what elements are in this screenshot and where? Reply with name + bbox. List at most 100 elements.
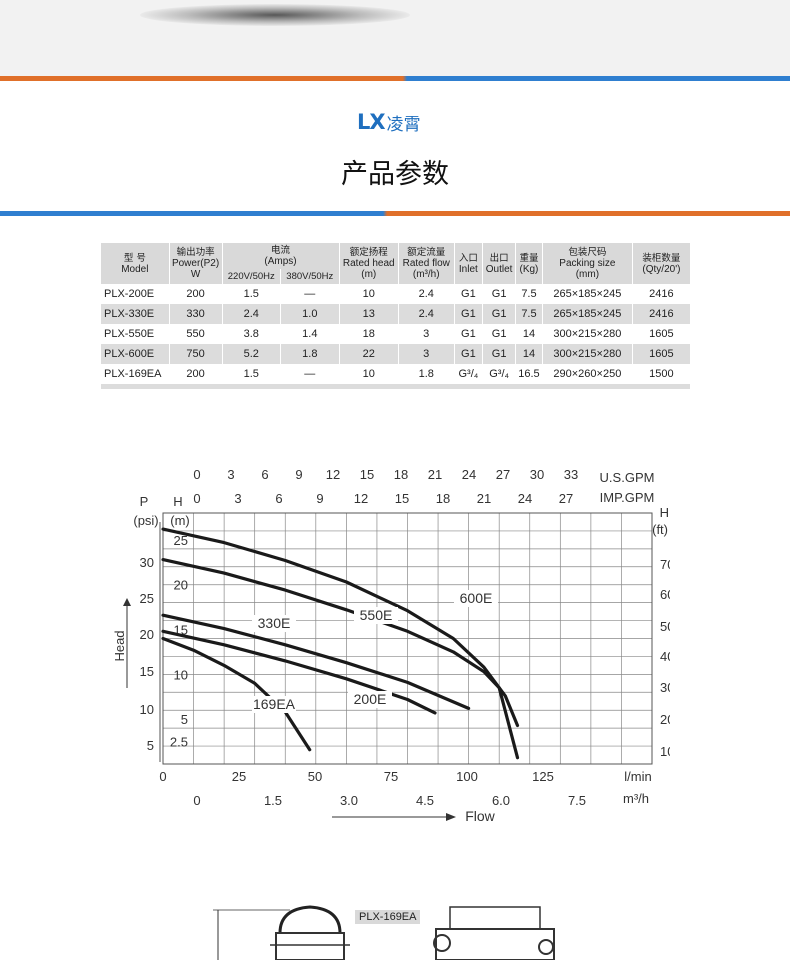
x-tick-impgpm: 12: [354, 491, 368, 506]
cell-weight: 14: [516, 344, 543, 364]
header-outlet: 出口 Outlet: [483, 243, 517, 284]
cell-head: 10: [340, 284, 399, 304]
cell-head: 10: [340, 364, 399, 384]
spec-table: 型 号 Model 输出功率 Power(P2) W 电流 (Amps) 额定扬程 Rat…: [101, 243, 691, 389]
cell-amp220: 1.5: [223, 284, 282, 304]
x-tick-usgpm: 33: [564, 467, 578, 482]
brand-name: 凌霄: [386, 114, 421, 135]
cell-model: PLX-330E: [101, 304, 170, 324]
cell-weight: 7.5: [516, 284, 543, 304]
header-weight: 重量 (Kg): [516, 243, 543, 284]
curve-label-200E: 200E: [354, 691, 387, 707]
header-flow: 额定流量 Rated flow (m³/h): [398, 243, 455, 284]
header-model: 型 号 Model: [101, 243, 170, 284]
cell-power: 200: [170, 284, 223, 304]
cell-qty: 1605: [632, 344, 691, 364]
cell-packing: 265×185×245: [542, 304, 633, 324]
curve-label-330E: 330E: [258, 615, 291, 631]
x-tick-impgpm: 24: [518, 491, 532, 506]
cell-inlet: G³/₄: [455, 364, 484, 384]
cell-flow: 3: [399, 324, 455, 344]
x-tick-m3h: 6.0: [492, 793, 510, 808]
cell-amp380: —: [281, 364, 340, 384]
x-tick-usgpm: 21: [428, 467, 442, 482]
x-unit-lmin: l/min: [624, 769, 651, 784]
cell-outlet: G1: [483, 304, 517, 324]
cell-packing: 265×185×245: [543, 284, 633, 304]
y-tick-ft: 30: [660, 680, 670, 695]
x-unit-usgpm: U.S.GPM: [600, 470, 655, 485]
y-tick-ft: 40: [660, 649, 670, 664]
x-tick-usgpm: 15: [360, 467, 374, 482]
curve-label-bg: [354, 607, 398, 624]
cell-outlet: G³/₄: [483, 364, 517, 384]
cell-head: 22: [339, 344, 399, 364]
x-tick-lmin: 50: [308, 769, 322, 784]
x-tick-m3h: 4.5: [416, 793, 434, 808]
cell-inlet: G1: [454, 304, 484, 324]
brand: LX 凌霄: [357, 110, 421, 135]
cell-weight: 14: [516, 324, 543, 344]
curve-label-bg: [252, 696, 296, 713]
y-tick-ft: 20: [660, 712, 670, 727]
cell-packing: 300×215×280: [543, 324, 633, 344]
cell-flow: 2.4: [398, 304, 455, 324]
curve-330E: [161, 613, 471, 710]
y-tick-psi: 15: [140, 664, 154, 679]
curve-label-bg: [348, 691, 392, 708]
y-unit-label-ft: H: [660, 505, 669, 520]
cell-power: 750: [169, 344, 223, 364]
x-tick-m3h: 7.5: [568, 793, 586, 808]
x-tick-usgpm: 24: [462, 467, 476, 482]
cell-model: PLX-550E: [101, 324, 170, 344]
cell-head: 18: [340, 324, 399, 344]
cell-amp220: 5.2: [222, 344, 282, 364]
product-shadow: [140, 4, 410, 26]
y-tick-psi: 30: [140, 555, 154, 570]
cell-inlet: G1: [454, 344, 484, 364]
x-tick-usgpm: 3: [227, 467, 234, 482]
cell-inlet: G1: [455, 324, 484, 344]
y-tick-m: 25: [174, 533, 188, 548]
cell-flow: 1.8: [399, 364, 455, 384]
cell-outlet: G1: [483, 284, 517, 304]
y-axis-label: Head: [112, 630, 127, 661]
x-tick-impgpm: 3: [234, 491, 241, 506]
x-tick-m3h: 3.0: [340, 793, 358, 808]
x-tick-m3h: 1.5: [264, 793, 282, 808]
cell-power: 550: [170, 324, 223, 344]
x-tick-impgpm: 9: [316, 491, 323, 506]
x-tick-usgpm: 30: [530, 467, 544, 482]
x-tick-lmin: 75: [384, 769, 398, 784]
cell-qty: 2416: [633, 284, 691, 304]
divider-bottom: [0, 211, 790, 216]
table-footer-bar: [101, 384, 691, 389]
x-tick-impgpm: 18: [436, 491, 450, 506]
x-unit-m3h: m³/h: [623, 791, 649, 806]
divider-top: [0, 76, 790, 81]
cell-amp380: 1.0: [281, 304, 340, 324]
header-qty: 装柜数量 (Qty/20'): [632, 243, 691, 284]
cell-qty: 2416: [632, 304, 691, 324]
cell-model: PLX-600E: [101, 344, 170, 364]
cell-packing: 290×260×250: [543, 364, 633, 384]
y-tick-m: 20: [174, 578, 188, 593]
x-tick-impgpm: 27: [559, 491, 573, 506]
y-tick-psi: 5: [147, 738, 154, 753]
cell-weight: 16.5: [516, 364, 543, 384]
y-tick-psi: 20: [140, 627, 154, 642]
cell-power: 330: [169, 304, 223, 324]
x-tick-lmin: 100: [456, 769, 478, 784]
cell-flow: 2.4: [399, 284, 455, 304]
header-current-220: 220V/50Hz: [222, 269, 282, 284]
cell-amp220: 1.5: [223, 364, 282, 384]
cell-model: PLX-200E: [101, 284, 170, 304]
x-tick-impgpm: 15: [395, 491, 409, 506]
x-tick-usgpm: 6: [261, 467, 268, 482]
header-packing: 包装尺码 Packing size (mm): [542, 243, 633, 284]
table-row: PLX-200E 200 1.5—10 2.4 G1 G1 7.5 265×185×245 24…: [101, 284, 691, 304]
cell-amp220: 2.4: [222, 304, 282, 324]
x-unit-impgpm: IMP.GPM: [600, 490, 655, 505]
cell-outlet: G1: [483, 324, 517, 344]
y-unit-label-psi: P: [140, 494, 149, 509]
